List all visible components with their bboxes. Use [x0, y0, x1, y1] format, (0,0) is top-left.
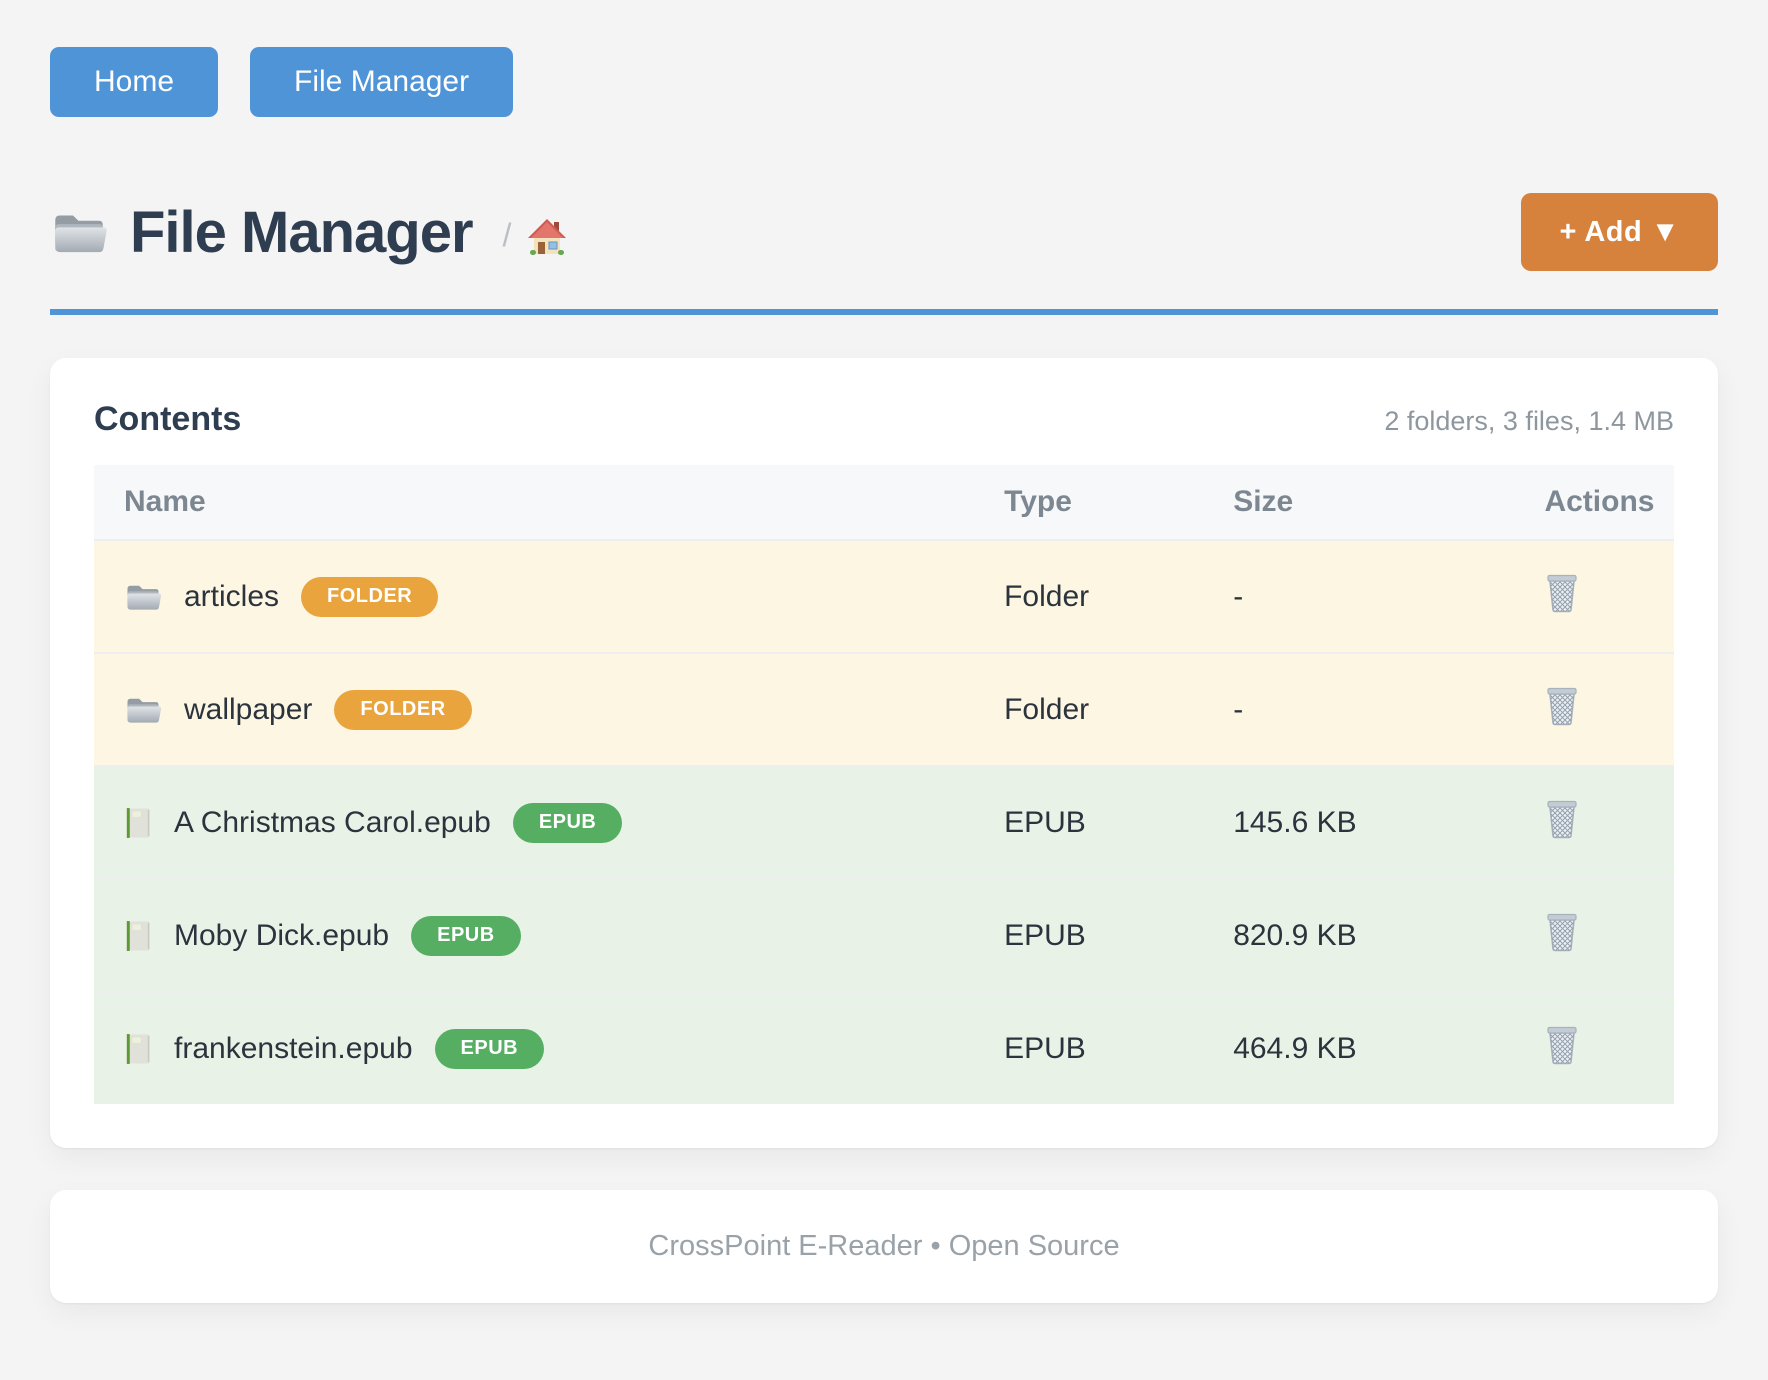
book-icon [126, 1033, 150, 1064]
contents-heading: Contents [94, 400, 242, 438]
table-row: A Christmas Carol.epub EPUB EPUB 145.6 K… [94, 765, 1674, 878]
trash-icon [1547, 687, 1578, 726]
delete-button[interactable] [1544, 911, 1580, 952]
file-name[interactable]: wallpaper [184, 692, 313, 726]
page-title: File Manager [130, 199, 474, 265]
file-table: Name Type Size Actions [94, 465, 1674, 1104]
trash-icon [1547, 1026, 1578, 1065]
delete-button[interactable] [1544, 798, 1580, 839]
size-cell: 145.6 KB [1233, 765, 1545, 878]
trash-icon [1547, 574, 1578, 613]
breadcrumb-separator: / [502, 216, 512, 253]
column-header-name: Name [94, 465, 1005, 539]
size-cell: - [1233, 652, 1545, 765]
type-cell: EPUB [1004, 878, 1234, 991]
table-body: articles FOLDER Folder - [94, 539, 1674, 1104]
type-badge: EPUB [512, 802, 623, 843]
type-cell: EPUB [1004, 765, 1234, 878]
house-icon[interactable] [527, 217, 567, 257]
file-manager-button[interactable]: File Manager [250, 47, 514, 117]
table-row: articles FOLDER Folder - [94, 539, 1674, 652]
type-cell: EPUB [1004, 991, 1234, 1104]
delete-button[interactable] [1544, 685, 1580, 726]
folder-icon [55, 215, 107, 253]
type-cell: Folder [1004, 652, 1234, 765]
file-name[interactable]: articles [184, 579, 280, 613]
type-badge: EPUB [434, 1028, 545, 1069]
file-name[interactable]: A Christmas Carol.epub [174, 805, 491, 839]
folder-icon [127, 585, 162, 610]
title-group: File Manager / [50, 199, 567, 266]
size-cell: - [1233, 539, 1545, 652]
page-header: File Manager / + Add ▼ [50, 193, 1718, 271]
table-header: Name Type Size Actions [94, 465, 1674, 539]
book-icon [126, 920, 150, 951]
header-divider [50, 309, 1718, 315]
delete-button[interactable] [1544, 1024, 1580, 1065]
column-header-type: Type [1004, 465, 1234, 539]
table-row: wallpaper FOLDER Folder - [94, 652, 1674, 765]
column-header-size: Size [1233, 465, 1545, 539]
home-button[interactable]: Home [50, 47, 219, 117]
size-cell: 464.9 KB [1233, 991, 1545, 1104]
trash-icon [1547, 800, 1578, 839]
folder-icon [127, 698, 162, 723]
column-header-actions: Actions [1544, 465, 1674, 539]
delete-button[interactable] [1544, 572, 1580, 613]
type-badge: FOLDER [334, 689, 472, 730]
file-name[interactable]: frankenstein.epub [174, 1031, 413, 1065]
footer: CrossPoint E-Reader • Open Source [50, 1190, 1718, 1303]
contents-card: Contents 2 folders, 3 files, 1.4 MB Name… [50, 358, 1718, 1148]
type-badge: FOLDER [301, 576, 439, 617]
footer-text: CrossPoint E-Reader • Open Source [648, 1230, 1120, 1262]
size-cell: 820.9 KB [1233, 878, 1545, 991]
table-row: Moby Dick.epub EPUB EPUB 820.9 KB [94, 878, 1674, 991]
file-name[interactable]: Moby Dick.epub [174, 918, 390, 952]
table-row: frankenstein.epub EPUB EPUB 464.9 KB [94, 991, 1674, 1104]
contents-summary: 2 folders, 3 files, 1.4 MB [1384, 406, 1674, 436]
type-badge: EPUB [411, 915, 521, 956]
type-cell: Folder [1004, 539, 1234, 652]
add-button[interactable]: + Add ▼ [1521, 193, 1718, 271]
top-nav: Home File Manager [50, 47, 1718, 117]
card-header: Contents 2 folders, 3 files, 1.4 MB [94, 400, 1674, 439]
trash-icon [1547, 913, 1578, 952]
book-icon [126, 807, 150, 838]
